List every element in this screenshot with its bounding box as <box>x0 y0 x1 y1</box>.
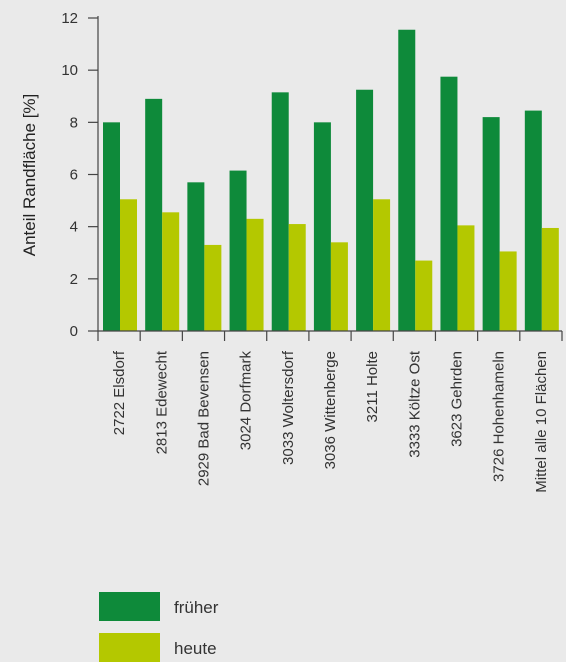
bar-frueher <box>398 29 416 332</box>
bar-frueher <box>229 170 247 331</box>
y-tick-label: 4 <box>70 219 78 236</box>
bar-heute <box>246 218 264 331</box>
bar-heute <box>415 260 433 331</box>
y-tick-label: 2 <box>70 271 78 288</box>
category-label: 3036 Wittenberge <box>322 351 339 469</box>
category-label: 3033 Woltersdorf <box>280 350 297 465</box>
bar-frueher <box>524 110 542 332</box>
legend: früher heute <box>99 592 219 662</box>
legend-label: heute <box>174 639 217 658</box>
bar-heute <box>457 225 475 331</box>
category-label: 2722 Elsdorf <box>111 350 128 435</box>
bar-heute <box>330 242 348 331</box>
bar-frueher <box>271 92 289 332</box>
bars-group <box>103 29 559 332</box>
bar-heute <box>162 212 180 331</box>
bar-frueher <box>356 89 374 332</box>
bar-heute <box>541 227 559 331</box>
bar-frueher <box>187 182 205 331</box>
bar-frueher <box>440 76 458 331</box>
y-tick-label: 0 <box>70 323 78 340</box>
x-axis: 2722 Elsdorf 2813 Edewecht 2929 Bad Bevens… <box>97 330 563 493</box>
bar-heute <box>288 224 306 331</box>
bar-heute <box>204 244 222 331</box>
bar-heute <box>373 199 391 331</box>
legend-swatch <box>99 592 160 621</box>
category-label: 3726 Hohenhameln <box>491 351 508 482</box>
category-label: Mittel alle 10 Flächen <box>533 351 550 493</box>
y-tick-label: 10 <box>61 62 78 79</box>
category-label: 3333 Költze Ost <box>406 350 423 458</box>
legend-swatch <box>99 633 160 662</box>
y-axis-title: Anteil Randfläche [%] <box>20 94 39 257</box>
y-tick-label: 6 <box>70 167 78 184</box>
category-label: 2813 Edewecht <box>153 350 170 454</box>
y-axis: 0 2 4 6 8 10 12 <box>61 10 99 340</box>
bar-heute <box>120 199 137 331</box>
category-label: 2929 Bad Bevensen <box>195 351 212 486</box>
y-tick-label: 12 <box>61 10 78 27</box>
bar-frueher <box>482 117 500 331</box>
category-label: 3211 Holte <box>364 351 381 422</box>
legend-label: früher <box>174 598 219 617</box>
category-label: 3024 Dorfmark <box>238 351 255 451</box>
bar-heute <box>499 251 517 331</box>
y-tick-label: 8 <box>70 114 78 131</box>
bar-frueher <box>103 122 120 331</box>
category-label: 3623 Gehrden <box>449 351 466 447</box>
bar-frueher <box>313 122 331 331</box>
bar-frueher <box>145 98 163 331</box>
